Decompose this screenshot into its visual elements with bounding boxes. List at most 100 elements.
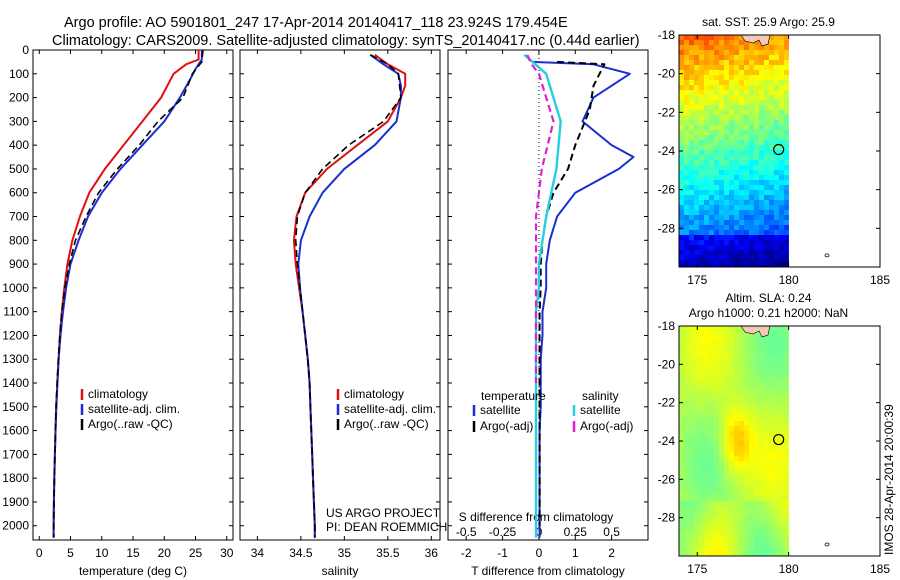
- map-cell: [749, 230, 755, 236]
- map-cell: [734, 240, 740, 246]
- map-cell: [704, 546, 710, 552]
- map-cell: [764, 516, 770, 522]
- map-cell: [699, 50, 705, 56]
- map-cell: [759, 371, 765, 377]
- map-cell: [769, 220, 775, 226]
- map-cell: [724, 531, 730, 537]
- map-cell: [679, 491, 685, 497]
- map-cell: [694, 356, 700, 362]
- map-cell: [784, 115, 789, 121]
- map-cell: [749, 411, 755, 417]
- map-cell: [749, 501, 755, 507]
- map-cell: [699, 245, 705, 251]
- map-cell: [719, 45, 725, 51]
- map-cell: [704, 200, 710, 206]
- map-cell: [724, 235, 730, 241]
- map-cell: [754, 486, 760, 492]
- map-cell: [709, 220, 715, 226]
- map-cell: [694, 476, 700, 482]
- legend-entry: satellite-adj. clim.: [88, 402, 180, 416]
- map-cell: [689, 546, 695, 552]
- map-cell: [739, 195, 745, 201]
- map-cell: [704, 331, 710, 337]
- map-cell: [734, 145, 740, 151]
- map-cell: [709, 381, 715, 387]
- map-cell: [709, 155, 715, 161]
- map-cell: [699, 110, 705, 116]
- map-cell: [724, 331, 730, 337]
- map-cell: [684, 235, 690, 241]
- map-cell: [734, 436, 740, 442]
- map-cell: [724, 165, 730, 171]
- map-cell: [684, 461, 690, 467]
- map-cell: [779, 336, 785, 342]
- map-cell: [729, 50, 735, 56]
- map-cell: [714, 115, 720, 121]
- map-cell: [699, 130, 705, 136]
- map-cell: [739, 205, 745, 211]
- map-cell: [719, 381, 725, 387]
- map-cell: [714, 255, 720, 261]
- map-cell: [759, 265, 765, 268]
- map-cell: [729, 521, 735, 527]
- map-cell: [759, 210, 765, 216]
- map-cell: [729, 451, 735, 457]
- map-cell: [759, 80, 765, 86]
- map-cell: [744, 451, 750, 457]
- map-cell: [744, 511, 750, 517]
- map-cell: [689, 471, 695, 477]
- map-cell: [689, 245, 695, 251]
- map-cell: [749, 446, 755, 452]
- map-cell: [709, 235, 715, 241]
- map-cell: [689, 80, 695, 86]
- map-cell: [749, 110, 755, 116]
- map-cell: [749, 190, 755, 196]
- map-cell: [744, 225, 750, 231]
- map-cell: [724, 200, 730, 206]
- map-cell: [779, 356, 785, 362]
- map-cell: [729, 215, 735, 221]
- map-cell: [754, 250, 760, 256]
- map-cell: [754, 135, 760, 141]
- map-cell: [699, 95, 705, 101]
- map-cell: [764, 456, 770, 462]
- map-cell: [699, 235, 705, 241]
- map-cell: [684, 381, 690, 387]
- map-cell: [679, 381, 685, 387]
- map-cell: [739, 135, 745, 141]
- map-cell: [774, 110, 780, 116]
- map-cell: [769, 125, 775, 131]
- map-cell: [719, 150, 725, 156]
- map-cell: [744, 240, 750, 246]
- map-cell: [679, 145, 685, 151]
- x-top-tick-label: -0.25: [489, 525, 517, 539]
- map-cell: [724, 225, 730, 231]
- map-cell: [684, 205, 690, 211]
- map-cell: [774, 351, 780, 357]
- map-cell: [714, 376, 720, 382]
- map-cell: [749, 341, 755, 347]
- map-cell: [714, 386, 720, 392]
- map-cell: [734, 386, 740, 392]
- map-cell: [739, 536, 745, 542]
- map-cell: [774, 150, 780, 156]
- map-cell: [719, 376, 725, 382]
- map-cell: [684, 80, 690, 86]
- map-cell: [694, 40, 700, 46]
- map-cell: [679, 75, 685, 81]
- map-cell: [729, 45, 735, 51]
- map-cell: [759, 506, 765, 512]
- map-cell: [774, 361, 780, 367]
- map-cell: [779, 210, 785, 216]
- map-cell: [689, 356, 695, 362]
- map-cell: [769, 55, 775, 61]
- map-cell: [744, 456, 750, 462]
- map-cell: [709, 175, 715, 181]
- map-cell: [714, 95, 720, 101]
- map-cell: [704, 155, 710, 161]
- map-cell: [719, 65, 725, 71]
- map-cell: [774, 426, 780, 432]
- map-cell: [689, 215, 695, 221]
- map-cell: [744, 341, 750, 347]
- map-cell: [779, 160, 785, 166]
